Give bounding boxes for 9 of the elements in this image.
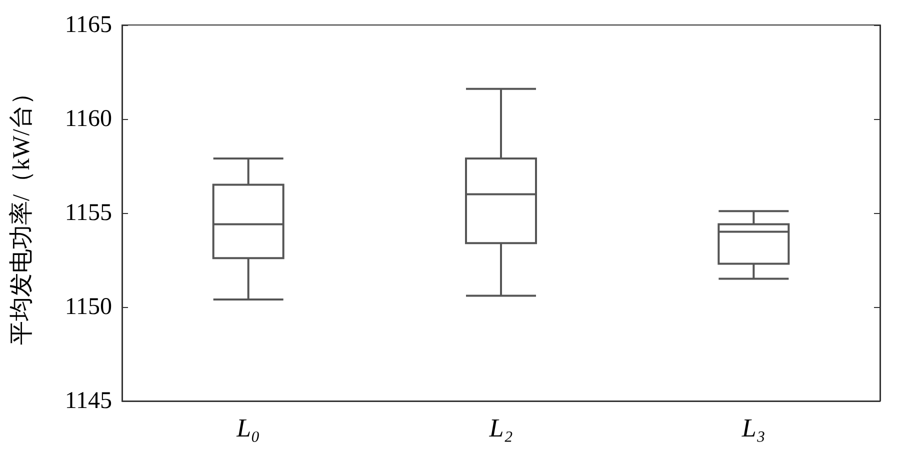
y-tick-label: 1145 xyxy=(64,388,112,414)
x-tick-label: L₂ xyxy=(488,414,513,442)
y-tick-label: 1160 xyxy=(64,106,112,132)
y-axis-title: 平均发电功率/（kW/台） xyxy=(8,81,35,345)
y-tick-label: 1165 xyxy=(64,12,112,38)
x-tick-label: L₃ xyxy=(740,414,766,442)
y-tick-label: 1155 xyxy=(64,200,112,226)
y-tick-label: 1150 xyxy=(64,294,112,320)
x-tick-label: L₀ xyxy=(236,414,260,442)
